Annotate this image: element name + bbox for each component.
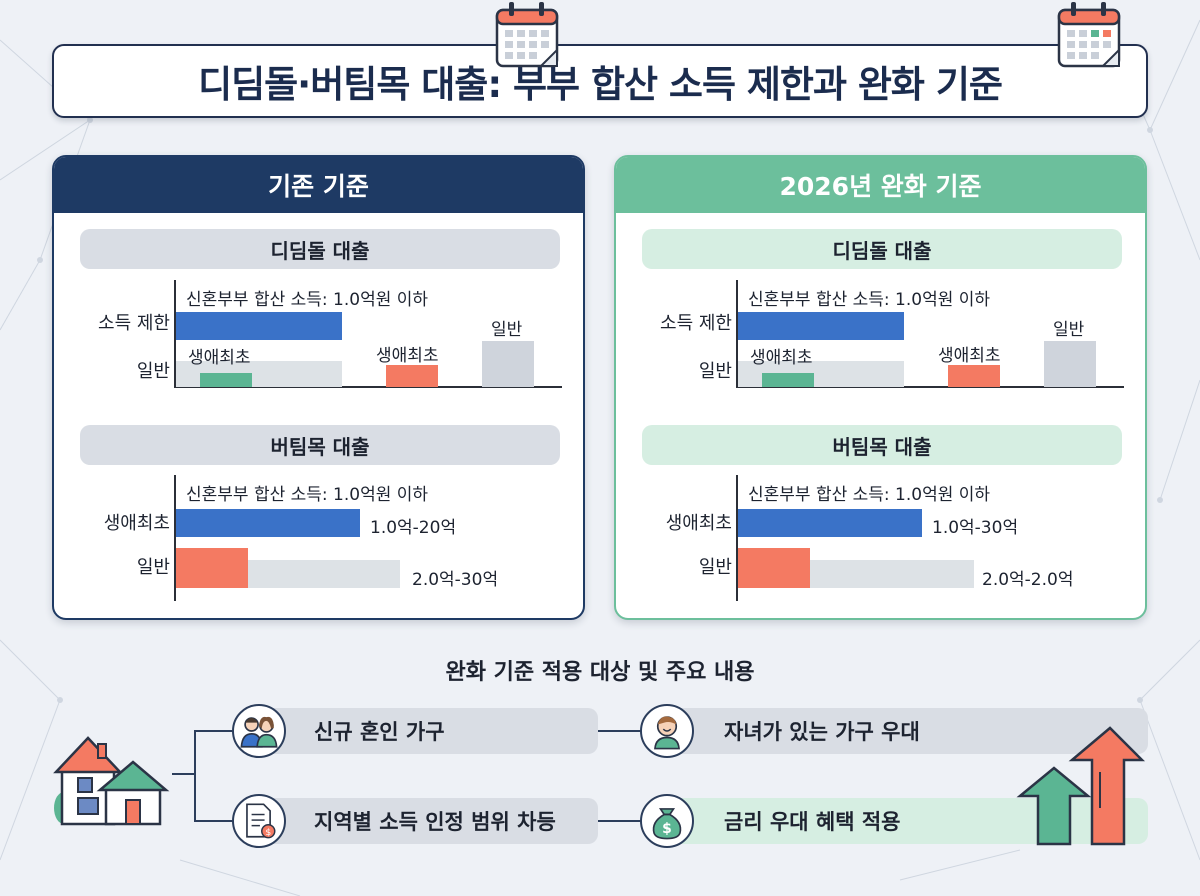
axis-line	[736, 475, 738, 601]
panel-relaxed-header: 2026년 완화 기준	[616, 157, 1145, 213]
relaxed-beotimmok-row2-label: 일반	[698, 557, 732, 578]
panel-existing-header: 기존 기준	[54, 157, 583, 213]
first-time-label: 생애최초	[750, 348, 813, 368]
existing-didimdol-row2-label: 일반	[136, 361, 170, 382]
existing-beotimmok-label: 버팀목 대출	[80, 425, 560, 465]
existing-beotimmok-row2-label: 일반	[136, 557, 170, 578]
item-regional-income-label: 지역별 소득 인정 범위 차등	[314, 810, 556, 834]
axis-line	[736, 280, 738, 388]
general-orange-bar	[738, 548, 810, 588]
item-regional-income: 지역별 소득 인정 범위 차등	[256, 798, 598, 844]
item-rate-benefit-label: 금리 우대 혜택 적용	[724, 810, 901, 834]
bottom-section-title: 완화 기준 적용 대상 및 주요 내용	[445, 660, 755, 685]
general-label: 일반	[491, 320, 523, 340]
relaxed-beotimmok-row1-label: 생애최초	[665, 513, 732, 534]
income-limit-bar	[738, 312, 904, 340]
existing-beotimmok-row1-value: 1.0억-20억	[370, 518, 457, 538]
svg-text:$: $	[662, 821, 672, 837]
calendar-icon	[1057, 2, 1121, 68]
connector-line	[194, 730, 196, 822]
relaxed-beotimmok-label: 버팀목 대출	[642, 425, 1122, 465]
relaxed-didimdol-label: 디딤돌 대출	[642, 229, 1122, 269]
svg-text:$: $	[265, 827, 271, 838]
existing-didimdol-label: 디딤돌 대출	[80, 229, 560, 269]
relaxed-beotimmok-row2-value: 2.0억-2.0억	[982, 570, 1074, 590]
first-time-bar	[762, 373, 814, 387]
relaxed-beotimmok-row1-value: 1.0억-30억	[932, 518, 1019, 538]
document-icon: $	[232, 794, 286, 848]
existing-beotimmok-bar-text: 신혼부부 합산 소득: 1.0억원 이하	[186, 485, 429, 505]
existing-beotimmok-row1-label: 생애최초	[103, 513, 170, 534]
axis-line	[174, 280, 176, 388]
first-time-orange-bar	[386, 365, 438, 387]
baseline	[174, 386, 562, 388]
first-time-range-bar	[738, 509, 922, 537]
first-time-label-2: 생애최초	[938, 346, 1001, 366]
connector-line	[194, 730, 234, 732]
first-time-bar	[200, 373, 252, 387]
item-new-marriage: 신규 혼인 가구	[256, 708, 598, 754]
connector-line	[598, 730, 642, 732]
house-icon	[53, 736, 170, 826]
general-gray-range-bar	[810, 560, 974, 588]
child-icon	[640, 704, 694, 758]
connector-line	[194, 820, 234, 822]
general-gray-range-bar	[248, 560, 400, 588]
growth-arrows-icon	[1016, 726, 1146, 846]
first-time-orange-bar	[948, 365, 1000, 387]
first-time-range-bar	[176, 509, 360, 537]
couple-icon	[232, 704, 286, 758]
relaxed-beotimmok-bar-text: 신혼부부 합산 소득: 1.0억원 이하	[748, 485, 991, 505]
existing-didimdol-bar-text: 신혼부부 합산 소득: 1.0억원 이하	[186, 290, 429, 310]
item-new-marriage-label: 신규 혼인 가구	[314, 720, 445, 744]
item-child-household-label: 자녀가 있는 가구 우대	[724, 720, 920, 744]
general-orange-bar	[176, 548, 248, 588]
panel-relaxed: 2026년 완화 기준 디딤돌 대출 신혼부부 합산 소득: 1.0억원 이하 …	[614, 155, 1147, 620]
connector-line	[172, 773, 196, 775]
first-time-label: 생애최초	[188, 348, 251, 368]
panel-existing: 기존 기준 디딤돌 대출 신혼부부 합산 소득: 1.0억원 이하 소득 제한 …	[52, 155, 585, 620]
general-gray-bar	[482, 341, 534, 387]
existing-didimdol-row1-label: 소득 제한	[98, 313, 170, 334]
income-limit-bar	[176, 312, 342, 340]
baseline	[736, 386, 1124, 388]
general-gray-bar	[1044, 341, 1096, 387]
relaxed-didimdol-row1-label: 소득 제한	[660, 313, 732, 334]
title-box: 디딤돌·버팀목 대출: 부부 합산 소득 제한과 완화 기준	[52, 44, 1148, 118]
axis-line	[174, 475, 176, 601]
first-time-label-2: 생애최초	[376, 346, 439, 366]
existing-beotimmok-row2-value: 2.0억-30억	[412, 570, 499, 590]
general-label: 일반	[1053, 320, 1085, 340]
relaxed-didimdol-bar-text: 신혼부부 합산 소득: 1.0억원 이하	[748, 290, 991, 310]
page-title: 디딤돌·버팀목 대출: 부부 합산 소득 제한과 완화 기준	[198, 63, 1003, 106]
relaxed-didimdol-row2-label: 일반	[698, 361, 732, 382]
calendar-icon	[495, 2, 559, 68]
money-bag-icon: $	[640, 794, 694, 848]
connector-line	[598, 820, 642, 822]
item-child-household: 자녀가 있는 가구 우대	[664, 708, 1148, 754]
